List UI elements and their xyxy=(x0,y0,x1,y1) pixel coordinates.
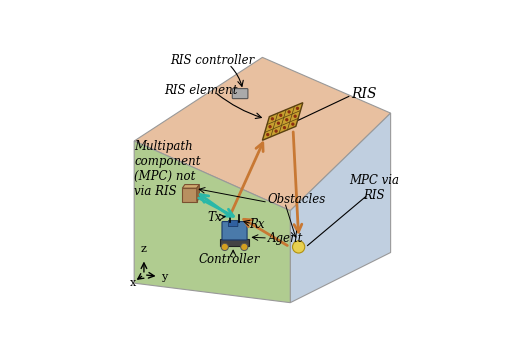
Circle shape xyxy=(283,126,286,129)
Circle shape xyxy=(266,133,269,136)
Circle shape xyxy=(277,122,280,125)
Polygon shape xyxy=(182,188,197,202)
Text: Obstacles: Obstacles xyxy=(268,193,326,206)
Text: Agent: Agent xyxy=(268,232,303,245)
Circle shape xyxy=(241,243,248,251)
Circle shape xyxy=(287,110,291,114)
Polygon shape xyxy=(197,185,199,202)
Polygon shape xyxy=(182,185,199,188)
Polygon shape xyxy=(220,239,249,245)
Text: RIS element: RIS element xyxy=(164,84,238,97)
Circle shape xyxy=(279,114,283,117)
Circle shape xyxy=(296,107,299,110)
Circle shape xyxy=(221,243,228,251)
Circle shape xyxy=(285,118,288,121)
Text: Rx: Rx xyxy=(249,218,265,231)
Circle shape xyxy=(293,115,297,118)
Polygon shape xyxy=(290,113,391,303)
FancyBboxPatch shape xyxy=(232,89,248,98)
Text: RIS controller: RIS controller xyxy=(170,54,254,67)
Circle shape xyxy=(271,117,274,121)
Text: y: y xyxy=(161,272,167,282)
Circle shape xyxy=(268,125,272,129)
Polygon shape xyxy=(134,141,290,303)
Text: x: x xyxy=(130,278,136,288)
Text: RIS: RIS xyxy=(352,87,377,101)
Text: z: z xyxy=(141,244,147,254)
Text: MPC via
RIS: MPC via RIS xyxy=(349,174,399,202)
Polygon shape xyxy=(134,58,391,211)
Circle shape xyxy=(291,122,294,126)
Polygon shape xyxy=(262,103,303,140)
Text: Controller: Controller xyxy=(198,253,260,266)
FancyBboxPatch shape xyxy=(228,220,238,227)
Circle shape xyxy=(274,130,278,133)
Text: Multipath
component
(MPC) not
via RIS: Multipath component (MPC) not via RIS xyxy=(134,140,201,198)
FancyBboxPatch shape xyxy=(222,222,247,240)
Text: Tx: Tx xyxy=(208,211,222,224)
Circle shape xyxy=(292,241,305,253)
